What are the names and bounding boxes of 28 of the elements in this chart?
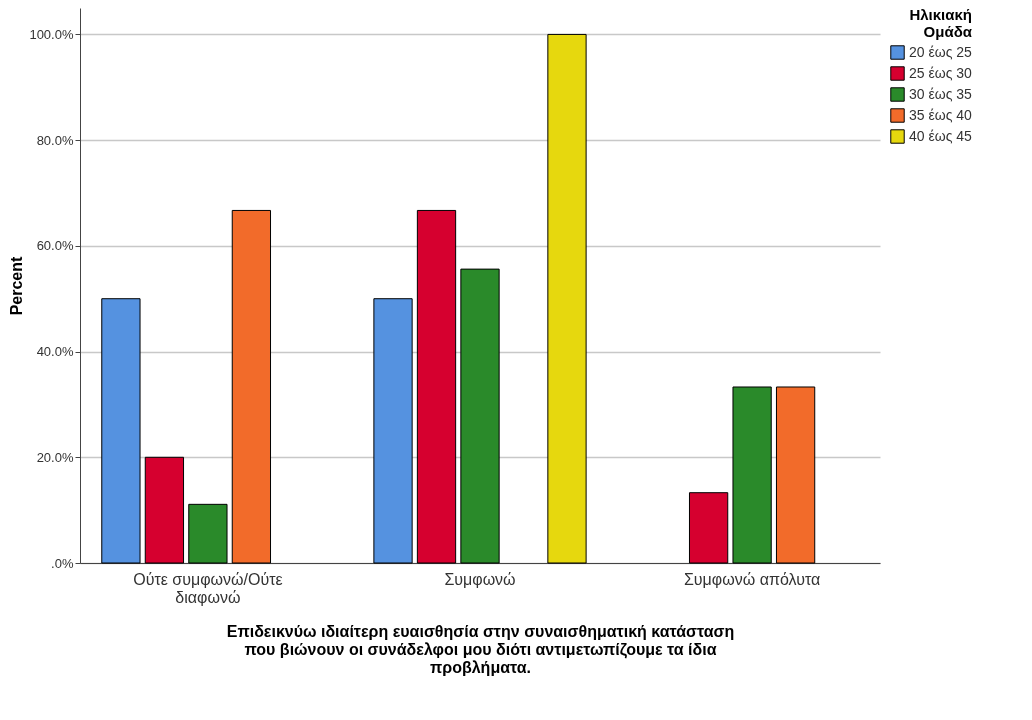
bar [416,209,457,564]
legend-label: 35 έως 40 [909,106,973,123]
legend-label: 20 έως 25 [909,43,973,60]
y-tick-label: 80.0% [36,132,74,148]
bar [101,298,141,564]
legend-label: 25 έως 30 [909,64,973,81]
bar [188,503,228,564]
legend-label: 30 έως 35 [909,85,973,102]
bar [775,386,816,564]
y-tick-label: 20.0% [36,449,74,465]
bar [231,209,272,564]
bar [732,386,772,564]
y-axis-title: Percent [8,255,26,316]
y-tick-label: 40.0% [36,344,74,360]
x-tick-label: Ούτε συμφωνώ/Ούτε διαφωνώ [133,570,283,606]
bar [373,298,413,564]
legend-label: 40 έως 45 [909,127,973,144]
x-tick-label: Συμφωνώ απόλυτα [683,570,821,588]
bar [460,268,500,564]
y-tick-label: 100.0% [29,26,74,42]
y-tick-label: 60.0% [36,238,74,254]
bar [688,492,729,564]
x-tick-label: Συμφωνώ [444,570,516,588]
y-tick-label: .0% [51,555,74,571]
bar [144,456,185,564]
legend-title: Ηλικιακή Ομάδα [909,6,973,40]
bar [547,33,587,564]
x-axis-title: Επιδεικνύω ιδιαίτερη ευαισθησία στην συναισθηματική κατάσταση που βιώνουν οι συνάδελφοι μου διότι αντιμετωπίζουμε τα ίδια προβλήματα. [226,622,735,676]
